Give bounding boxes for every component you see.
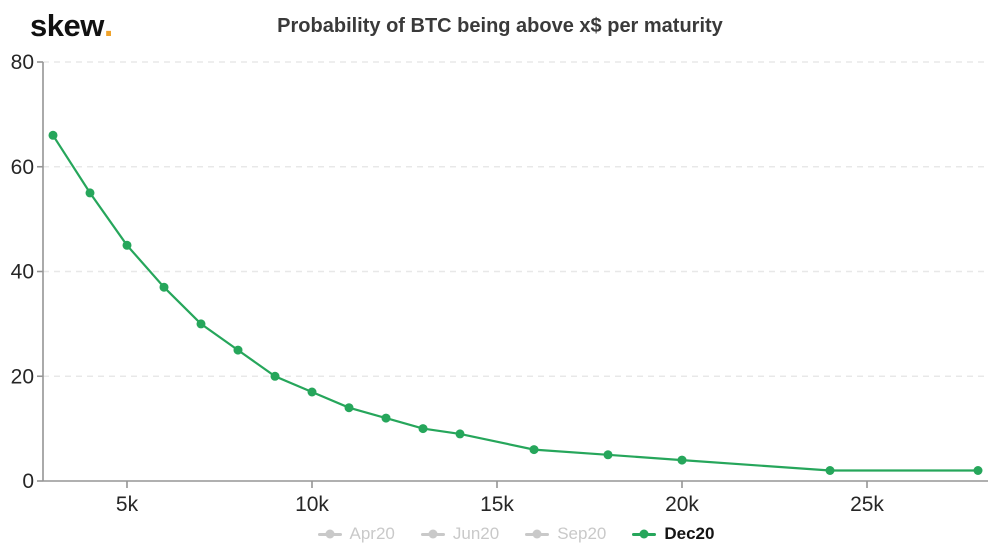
legend-series-marker-icon [525, 529, 550, 539]
legend-series-marker-icon [632, 529, 657, 539]
legend-series-marker-icon [317, 529, 342, 539]
data-point-dec20-6000[interactable] [159, 282, 169, 292]
data-point-dec20-24000[interactable] [825, 466, 835, 475]
y-tick-label: 80 [11, 51, 34, 74]
data-point-dec20-3000[interactable] [48, 130, 58, 140]
legend-item-sep20[interactable]: Sep20 [525, 524, 606, 544]
x-tick-label: 20k [665, 493, 699, 516]
data-point-dec20-12000[interactable] [381, 413, 391, 423]
data-point-dec20-7000[interactable] [196, 319, 206, 329]
data-point-dec20-5000[interactable] [122, 240, 132, 250]
y-tick-label: 40 [11, 261, 34, 284]
chart-title: Probability of BTC being above x$ per ma… [277, 15, 723, 37]
brand-logo-dot: . [103, 6, 113, 44]
x-tick-label: 15k [480, 493, 514, 516]
legend-item-dec20[interactable]: Dec20 [632, 524, 714, 544]
legend-label: Dec20 [664, 524, 715, 543]
data-point-dec20-28000[interactable] [973, 466, 983, 475]
y-tick-label: 0 [22, 470, 34, 493]
legend-item-apr20[interactable]: Apr20 [317, 524, 395, 544]
x-tick-label: 25k [850, 493, 884, 516]
legend-label: Apr20 [349, 524, 395, 543]
data-point-dec20-4000[interactable] [85, 188, 95, 198]
legend-label: Sep20 [557, 524, 607, 543]
x-tick-label: 10k [295, 493, 329, 516]
data-point-dec20-14000[interactable] [455, 429, 465, 439]
data-point-dec20-13000[interactable] [418, 424, 428, 434]
probability-line-chart[interactable]: 0 20 40 60 80 5k 10k 15k 20k 25k [0, 0, 1000, 520]
data-point-dec20-11000[interactable] [344, 403, 354, 413]
legend-item-jun20[interactable]: Jun20 [420, 524, 500, 544]
data-point-dec20-8000[interactable] [233, 345, 243, 355]
y-tick-label: 20 [11, 365, 34, 388]
data-point-dec20-18000[interactable] [603, 450, 613, 460]
data-point-dec20-9000[interactable] [270, 371, 280, 381]
brand-logo: skew. [30, 8, 113, 44]
x-tick-label: 5k [116, 493, 139, 516]
chart-legend: Apr20 Jun20 Sep20 Dec20 [0, 524, 1000, 544]
data-point-dec20-10000[interactable] [307, 387, 317, 397]
data-point-dec20-16000[interactable] [529, 445, 539, 455]
series-line-dec20 [52, 134, 978, 472]
legend-series-marker-icon [420, 529, 445, 539]
legend-label: Jun20 [452, 524, 500, 543]
brand-logo-text: skew [30, 8, 104, 43]
data-point-dec20-20000[interactable] [677, 455, 687, 465]
y-tick-label: 60 [11, 156, 34, 179]
